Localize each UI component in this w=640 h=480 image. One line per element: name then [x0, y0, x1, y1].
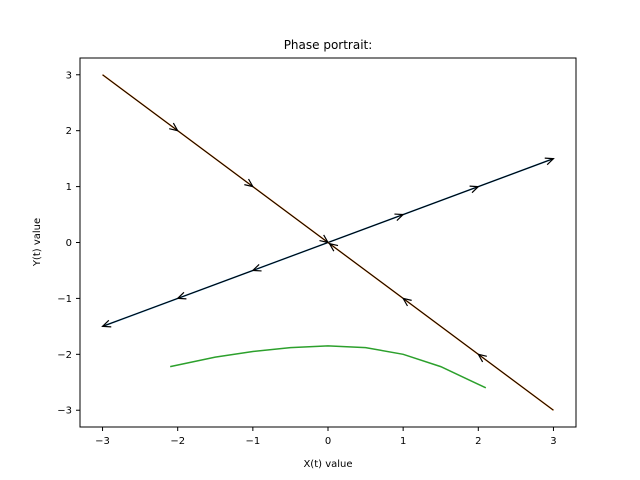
chart-title: Phase portrait: [284, 38, 373, 52]
x-tick-label: −2 [170, 436, 185, 447]
x-tick-label: −1 [245, 436, 260, 447]
y-tick-label: 1 [66, 182, 72, 193]
y-axis-ticks: −3 −2 −1 0 1 2 3 [57, 70, 80, 417]
x-tick-label: 2 [475, 436, 481, 447]
direction-arrow [544, 157, 555, 166]
direction-arrow [244, 178, 255, 188]
x-axis-ticks: −3 −2 −1 0 1 2 3 [95, 427, 557, 447]
direction-arrow [169, 122, 179, 132]
direction-arrow [176, 291, 187, 300]
direction-arrow [469, 185, 480, 194]
direction-arrow [328, 242, 339, 252]
x-tick-label: −3 [95, 436, 110, 447]
x-tick-label: 0 [325, 436, 331, 447]
direction-arrow [394, 213, 405, 222]
series-3-line [170, 345, 487, 389]
y-axis-label: Y(t) value [32, 218, 43, 267]
y-tick-label: −3 [57, 406, 72, 417]
y-tick-label: −1 [57, 294, 72, 305]
x-axis-label: X(t) value [303, 459, 352, 470]
plot-area [79, 57, 577, 428]
direction-arrow [251, 263, 262, 272]
y-tick-label: 2 [66, 126, 72, 137]
direction-arrow [401, 297, 412, 307]
direction-arrow [477, 353, 487, 363]
series-layer [101, 74, 555, 411]
y-tick-label: −2 [57, 350, 72, 361]
x-tick-label: 3 [550, 436, 556, 447]
y-tick-label: 3 [66, 70, 72, 81]
direction-arrow [319, 234, 330, 244]
x-tick-label: 1 [400, 436, 406, 447]
direction-arrow [101, 319, 112, 328]
y-tick-label: 0 [66, 238, 72, 249]
